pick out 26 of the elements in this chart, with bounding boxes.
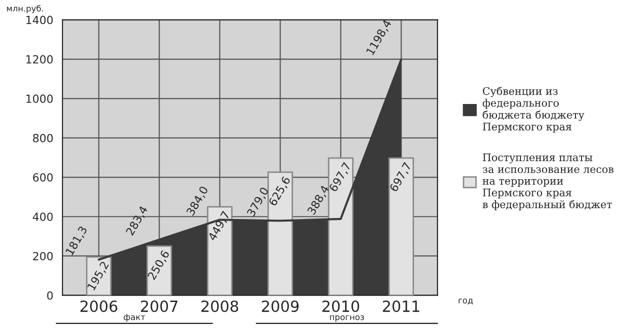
x-tick-label: 2006 [80, 300, 118, 312]
text: прогноз [330, 315, 364, 322]
x-tick-label: 2008 [201, 300, 238, 312]
x-tick-label: 2009 [262, 300, 299, 312]
y-tick-label: 1000 [26, 94, 53, 103]
y-tick-label: 400 [32, 212, 53, 221]
bar [328, 157, 354, 296]
bar [146, 245, 172, 296]
bar [206, 206, 233, 296]
bar [86, 256, 112, 296]
x-tick-label: 2011 [382, 300, 420, 312]
bar [267, 172, 294, 296]
y-tick-label: 800 [33, 134, 53, 142]
y-tick-label: 600 [33, 173, 53, 182]
x-tick-label: 2010 [322, 300, 360, 312]
legend-label: Субвенции из федерального бюджета бюджету Пермского края [482, 86, 584, 132]
y-tick-label: 200 [33, 252, 53, 260]
y-tick-label: 1200 [26, 55, 53, 64]
bar [388, 157, 414, 296]
text: факт [124, 314, 146, 322]
y-tick-label: 1400 [26, 16, 53, 24]
x-axis-title: год [458, 298, 473, 304]
y-tick-label: 0 [47, 291, 53, 300]
x-tick-label: 2007 [140, 300, 178, 312]
legend-label: Поступления платы за использование лесов на территории Пермского края в федеральный бюджет [482, 153, 614, 210]
y-axis-title: млн.руб. [7, 4, 44, 14]
